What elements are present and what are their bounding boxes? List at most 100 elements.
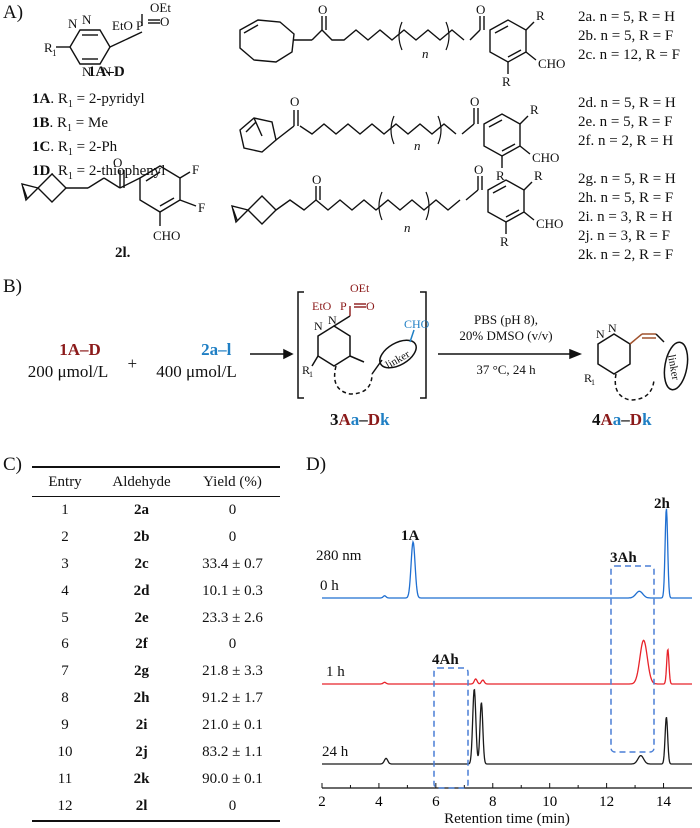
table-row: 12 2l 0 [57,797,237,814]
panel-b-scheme: OEt EtO P O N N R 1 CHO linker N N R 1 l… [250,281,689,401]
svg-text:O: O [476,2,485,17]
tetrazine-entry: 1A. R1 = 2-pyridyl [32,91,145,110]
header-yield: Yield (%) [203,473,262,490]
svg-text:O: O [474,162,483,177]
tetrazine-compound-label: 1A–D [88,64,125,80]
tetrazine-entry: 1C. R1 = 2-Ph [32,139,118,158]
table-row: 6 2f 0 [61,636,237,653]
svg-text:1: 1 [309,370,313,379]
tetrazine-entry: 1B. R1 = Me [32,115,108,134]
svg-text:O: O [470,94,479,109]
table-row: 3 2c 33.4 ± 0.7 [61,555,263,572]
aldehyde-entry: 2b. n = 5, R = F [578,28,674,44]
reactants: 1A–D 2a–l 200 μmol/L + 400 μmol/L [28,340,268,382]
svg-text:n: n [404,220,411,235]
svg-text:N: N [314,319,323,333]
aldehyde-concentration: 400 μmol/L [156,362,237,381]
product-ring [597,333,631,375]
svg-text:O: O [366,299,375,313]
tetrazine-concentration: 200 μmol/L [27,362,109,381]
aldehyde-entry: 2j. n = 3, R = F [578,228,670,244]
aldehyde-entry: 2a. n = 5, R = H [578,9,675,25]
trace-label-24h: 24 h [322,744,349,760]
plus-sign: + [127,354,138,373]
trace-1h [322,639,692,685]
svg-text:O: O [318,2,327,17]
panel-c-label: C) [3,454,22,475]
svg-text:EtO: EtO [112,18,133,33]
x-tick-label: 6 [432,794,440,810]
table-row: 8 2h 91.2 ± 1.7 [61,690,263,707]
peak-label-4ah: 4Ah [432,652,459,668]
x-tick-label: 8 [489,794,497,810]
tetrazine-substituent-list: 1A. R1 = 2-pyridyl 1B. R1 = Me 1C. R1 = … [32,90,165,186]
svg-text:O: O [312,172,321,187]
panel-b-label: B) [3,276,22,297]
trace-24h [322,688,692,765]
svg-text:P: P [340,299,347,313]
svg-text:F: F [198,200,205,215]
table-row: 1 2a 0 [61,501,237,518]
svg-text:N: N [102,64,112,79]
aldehyde-entry: 2d. n = 5, R = H [578,95,676,111]
aldehyde-entry: 2f. n = 2, R = H [578,133,674,149]
svg-text:CHO: CHO [536,216,563,231]
svg-text:N: N [328,313,337,327]
wavelength-label: 280 nm [316,548,362,564]
svg-text:1: 1 [52,48,57,58]
svg-text:1: 1 [591,378,595,387]
svg-text:CHO: CHO [538,56,565,71]
svg-text:R: R [536,8,545,23]
aldehyde-group-1: 2a. n = 5, R = H 2b. n = 5, R = F 2c. n … [578,8,680,65]
table-row: 7 2g 21.8 ± 3.3 [61,663,263,680]
svg-text:n: n [414,138,421,153]
svg-text:O: O [290,94,299,109]
svg-text:F: F [192,162,199,177]
svg-text:CHO: CHO [153,228,180,243]
spiro-compound-label: 2l. [115,245,131,261]
header-aldehyde: Aldehyde [112,473,171,490]
table-row: 9 2i 21.0 ± 0.1 [61,717,263,734]
x-tick-label: 10 [542,794,557,810]
svg-text:N: N [82,64,92,79]
header-entry: Entry [48,473,82,490]
cyclooctene-ring [239,19,295,63]
svg-text:R: R [530,102,539,117]
peak-label-3ah: 3Ah [610,550,637,566]
svg-text:R: R [502,74,511,89]
svg-text:R: R [302,363,310,377]
x-tick-label: 12 [599,794,614,810]
svg-text:linker: linker [384,348,413,371]
aldehyde-entry: 2i. n = 3, R = H [578,209,673,225]
tetrazine-entry: 1D. R1 = 2-thiophenyl [32,163,166,182]
svg-text:N: N [608,321,617,335]
reaction-conditions-bottom: 37 °C, 24 h [476,362,536,377]
trace-label-0h: 0 h [320,578,339,594]
panel-d-label: D) [306,454,327,475]
tetrazine-n-label: N [68,16,78,31]
panel-a-structures: N N N N R 1 EtO P OEt O O F F CHO O O n … [21,0,565,249]
svg-text:OEt: OEt [350,281,370,295]
cyclopropene-2g [231,205,250,224]
svg-text:R: R [534,168,543,183]
peak-label-1a: 1A [401,528,420,544]
svg-text:R: R [500,234,509,249]
svg-text:R: R [496,168,505,183]
aldehyde-entry: 2h. n = 5, R = F [578,190,674,206]
yield-table: Entry Aldehyde Yield (%) 1 2a 0 2 2b 0 3 2c 33… [32,466,280,822]
svg-text:CHO: CHO [404,317,430,331]
product-label: 4Aa–Dk [592,410,652,429]
svg-text:O: O [160,14,169,29]
svg-text:N: N [596,327,605,341]
aldehyde-entry: 2g. n = 5, R = H [578,171,676,187]
table-row: 10 2j 83.2 ± 1.1 [57,743,263,760]
table-row: 11 2k 90.0 ± 0.1 [57,770,263,787]
svg-text:O: O [113,155,122,170]
x-axis-title: Retention time (min) [444,811,570,827]
intermediate-ring [317,325,351,367]
table-row: 2 2b 0 [61,528,237,545]
3ah-highlight-box [610,565,655,753]
peak-label-2h: 2h [654,496,671,512]
tetrazine-reactant: 1A–D [59,340,101,359]
intermediate-label: 3Aa–Dk [330,410,390,429]
